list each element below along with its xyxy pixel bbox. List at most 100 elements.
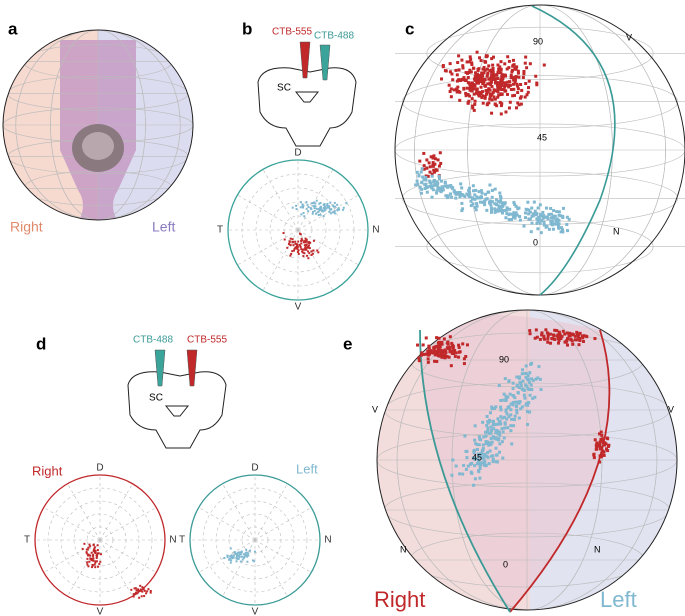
dot xyxy=(534,213,538,217)
dot xyxy=(428,170,432,174)
dot xyxy=(89,554,92,557)
dot xyxy=(528,329,532,333)
dot xyxy=(314,202,317,205)
dot xyxy=(449,185,453,189)
dot xyxy=(598,460,602,464)
dot xyxy=(527,79,531,83)
dot xyxy=(248,549,251,552)
dot xyxy=(606,445,610,449)
dot xyxy=(473,438,477,442)
dot xyxy=(516,101,520,105)
dot xyxy=(314,212,317,215)
dot xyxy=(449,192,453,196)
dot xyxy=(486,426,490,430)
dot xyxy=(417,174,421,178)
dot xyxy=(550,336,554,340)
dot xyxy=(295,204,298,207)
dot xyxy=(244,554,247,557)
dot xyxy=(530,388,534,392)
dot xyxy=(91,563,94,566)
dot xyxy=(584,334,588,338)
dot xyxy=(87,565,90,568)
dot xyxy=(560,335,564,339)
direction-label: T xyxy=(217,225,223,236)
dot xyxy=(92,557,95,560)
dot xyxy=(478,437,482,441)
dot xyxy=(557,338,561,342)
dot xyxy=(440,185,444,189)
dot xyxy=(510,442,514,446)
dot xyxy=(300,242,303,245)
dot xyxy=(458,350,462,354)
dot xyxy=(531,378,535,382)
dot xyxy=(524,364,528,368)
dot xyxy=(472,108,476,112)
dot xyxy=(538,377,542,381)
dot xyxy=(523,396,527,400)
dot xyxy=(525,66,529,70)
dot xyxy=(497,204,501,208)
dot xyxy=(494,77,498,81)
dot xyxy=(490,111,494,115)
dot xyxy=(88,543,91,546)
dot xyxy=(464,355,468,359)
dot xyxy=(546,334,550,338)
dot xyxy=(428,180,432,184)
dot xyxy=(315,207,318,210)
dot xyxy=(465,60,469,64)
dot xyxy=(296,248,299,251)
dot xyxy=(446,340,450,344)
dot xyxy=(468,94,472,98)
dot xyxy=(486,190,490,194)
dot xyxy=(428,184,432,188)
dot xyxy=(528,217,532,221)
dot xyxy=(501,430,505,434)
dot xyxy=(520,372,524,376)
dot xyxy=(452,88,456,92)
dot xyxy=(136,592,139,595)
direction-label: T xyxy=(24,535,30,546)
grid-line xyxy=(254,539,288,597)
dot xyxy=(292,249,295,252)
dot xyxy=(492,421,496,425)
dot xyxy=(466,464,470,468)
dot xyxy=(345,202,348,205)
dot xyxy=(500,440,504,444)
dot xyxy=(286,246,289,249)
dot xyxy=(461,207,465,211)
dot xyxy=(435,168,439,172)
dot xyxy=(303,252,306,255)
dot xyxy=(445,355,449,359)
grid-line xyxy=(99,483,133,541)
grid-line xyxy=(99,539,157,573)
dot xyxy=(481,452,485,456)
dot xyxy=(478,464,482,468)
dot xyxy=(139,589,142,592)
grid-line xyxy=(262,169,299,231)
dot xyxy=(509,73,513,77)
dot xyxy=(511,403,515,407)
dot xyxy=(551,221,555,225)
dot xyxy=(487,431,491,435)
dot xyxy=(530,214,534,218)
dot xyxy=(139,588,142,591)
dot xyxy=(467,60,471,64)
dot xyxy=(561,230,565,234)
dot xyxy=(507,415,511,419)
dot xyxy=(485,414,489,418)
dot xyxy=(490,440,494,444)
dot xyxy=(489,83,493,87)
dot xyxy=(320,208,323,211)
dot xyxy=(309,207,312,210)
region-label: SC xyxy=(149,393,163,404)
dot xyxy=(475,462,479,466)
dot xyxy=(553,337,557,341)
dot xyxy=(526,422,530,426)
dot xyxy=(482,457,486,461)
dot xyxy=(510,217,514,221)
dot xyxy=(475,89,479,93)
dot xyxy=(418,185,422,189)
dot xyxy=(433,350,437,354)
dot xyxy=(527,86,531,90)
dot xyxy=(479,85,483,89)
